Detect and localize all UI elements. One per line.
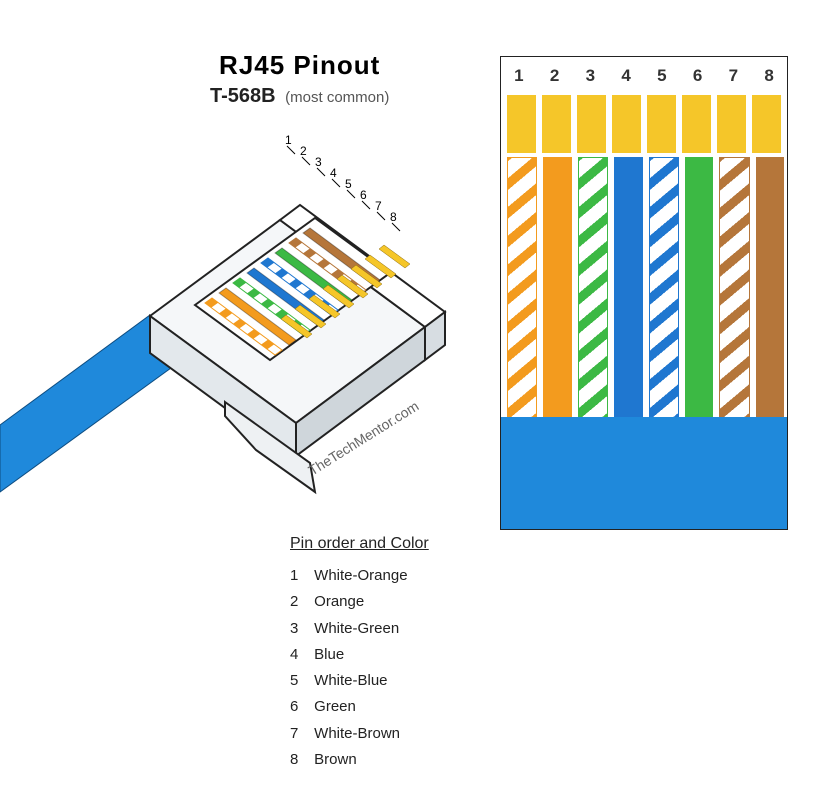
- pin-order-item: 8 Brown: [290, 747, 429, 773]
- pin-order-item: 3 White-Green: [290, 616, 429, 642]
- gold-contact: [577, 95, 606, 153]
- pin-order-item: 7 White-Brown: [290, 721, 429, 747]
- iso-pin-label: 3: [315, 155, 322, 169]
- gold-contact: [717, 95, 746, 153]
- iso-pin-label: 6: [360, 188, 367, 202]
- pin-number: 4: [608, 66, 644, 86]
- pin-number: 7: [716, 66, 752, 86]
- pin-order-item: 5 White-Blue: [290, 668, 429, 694]
- pin-number-row: 12345678: [501, 57, 787, 95]
- gold-contact: [647, 95, 676, 153]
- iso-pin-label: 7: [375, 199, 382, 213]
- pin-order-item: 2 Orange: [290, 589, 429, 615]
- pinout-chart: 12345678: [500, 56, 788, 530]
- pin-number: 1: [501, 66, 537, 86]
- iso-pin-label: 4: [330, 166, 337, 180]
- iso-pin-label: 1: [285, 133, 292, 147]
- gold-contact: [542, 95, 571, 153]
- pin-number: 6: [680, 66, 716, 86]
- pin-number: 5: [644, 66, 680, 86]
- pin-order-item: 1 White-Orange: [290, 563, 429, 589]
- pin-order-list-title: Pin order and Color: [290, 535, 429, 553]
- iso-pin-label: 2: [300, 144, 307, 158]
- iso-pin-label: 8: [390, 210, 397, 224]
- pin-order-item: 6 Green: [290, 694, 429, 720]
- pin-order-list: 1 White-Orange2 Orange3 White-Green4 Blu…: [290, 563, 429, 773]
- gold-contact: [612, 95, 641, 153]
- pin-number: 3: [573, 66, 609, 86]
- iso-pin-label: 5: [345, 177, 352, 191]
- subtitle-note: (most common): [285, 89, 389, 106]
- gold-contact: [507, 95, 536, 153]
- gold-contact-row: [501, 95, 787, 153]
- subtitle-standard: T-568B: [210, 85, 276, 107]
- title-block: RJ45 Pinout T-568B (most common): [210, 50, 389, 108]
- wire-color-row: [501, 153, 787, 529]
- gold-contact: [752, 95, 781, 153]
- pin-order-item: 4 Blue: [290, 642, 429, 668]
- gold-contact: [682, 95, 711, 153]
- connector-isometric-view: 12345678: [0, 120, 500, 540]
- cable-jacket: [501, 417, 787, 529]
- iso-gold-pin: [379, 245, 410, 268]
- subtitle: T-568B (most common): [210, 85, 389, 108]
- pin-number: 8: [751, 66, 787, 86]
- main-title: RJ45 Pinout: [210, 50, 389, 81]
- pin-order-list-block: Pin order and Color 1 White-Orange2 Oran…: [290, 535, 429, 773]
- pin-number: 2: [537, 66, 573, 86]
